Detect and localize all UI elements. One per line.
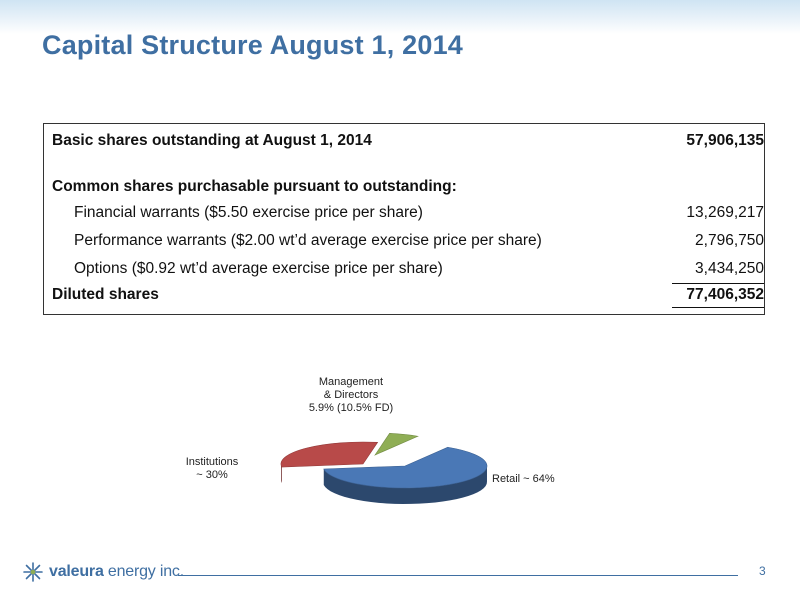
table-section-header: Common shares purchasable pursuant to ou… [52, 178, 764, 202]
pie-label-line: Retail ~ 64% [492, 473, 555, 485]
pie-slice-management [374, 433, 419, 456]
row-value: 2,796,750 [695, 232, 764, 249]
row-value: 3,434,250 [695, 260, 764, 277]
pie-slice-management-top [374, 433, 419, 456]
row-value: 13,269,217 [686, 204, 764, 221]
row-label: Basic shares outstanding at August 1, 20… [52, 132, 372, 149]
table-row-diluted: Diluted shares 77,406,352 [52, 283, 764, 310]
total-rule [672, 307, 764, 308]
pie-label-line: ~ 30% [196, 469, 228, 481]
pie-slice-retail [323, 446, 488, 504]
pie-label-line: 5.9% (10.5% FD) [308, 402, 394, 414]
section-header-label: Common shares purchasable pursuant to ou… [52, 178, 457, 195]
logo-brand-bold: valeura [49, 563, 104, 580]
pie-label-retail: Retail ~ 64% [492, 473, 572, 486]
table-row: Performance warrants ($2.00 wt’d average… [52, 232, 764, 256]
capital-structure-table: Basic shares outstanding at August 1, 20… [43, 123, 765, 315]
page-number: 3 [759, 564, 766, 578]
row-label: Options ($0.92 wt’d average exercise pri… [74, 260, 443, 277]
row-label: Financial warrants ($5.50 exercise price… [74, 204, 423, 221]
logo-wordmark: valeura energy inc. [49, 563, 184, 581]
pie-slice-institutions [280, 441, 379, 484]
pie-slice-retail-side [323, 465, 487, 504]
starburst-icon [23, 562, 43, 582]
company-logo: valeura energy inc. [22, 560, 184, 584]
row-label: Performance warrants ($2.00 wt’d average… [74, 232, 542, 249]
header-band [0, 0, 800, 34]
subtotal-rule [672, 283, 764, 284]
pie-label-line: Management [318, 376, 384, 388]
shareholder-pie-chart [280, 433, 488, 504]
table-row: Options ($0.92 wt’d average exercise pri… [52, 260, 764, 284]
table-row-basic: Basic shares outstanding at August 1, 20… [52, 132, 764, 156]
pie-label-management: Management & Directors 5.9% (10.5% FD) [296, 376, 406, 415]
pie-label-line: & Directors [323, 389, 379, 401]
pie-label-line: Institutions [185, 456, 239, 468]
table-row: Financial warrants ($5.50 exercise price… [52, 204, 764, 228]
slide-title: Capital Structure August 1, 2014 [42, 30, 464, 60]
pie-label-institutions: Institutions ~ 30% [172, 456, 252, 482]
pie-slice-retail-top [323, 446, 488, 489]
pie-slice-institutions-side [281, 463, 282, 484]
pie-slice-institutions-top [280, 441, 379, 468]
row-value: 57,906,135 [686, 132, 764, 149]
row-label: Diluted shares [52, 286, 159, 303]
row-value: 77,406,352 [686, 286, 764, 303]
footer-rule [178, 575, 738, 576]
logo-brand-rest: energy inc. [103, 563, 184, 580]
